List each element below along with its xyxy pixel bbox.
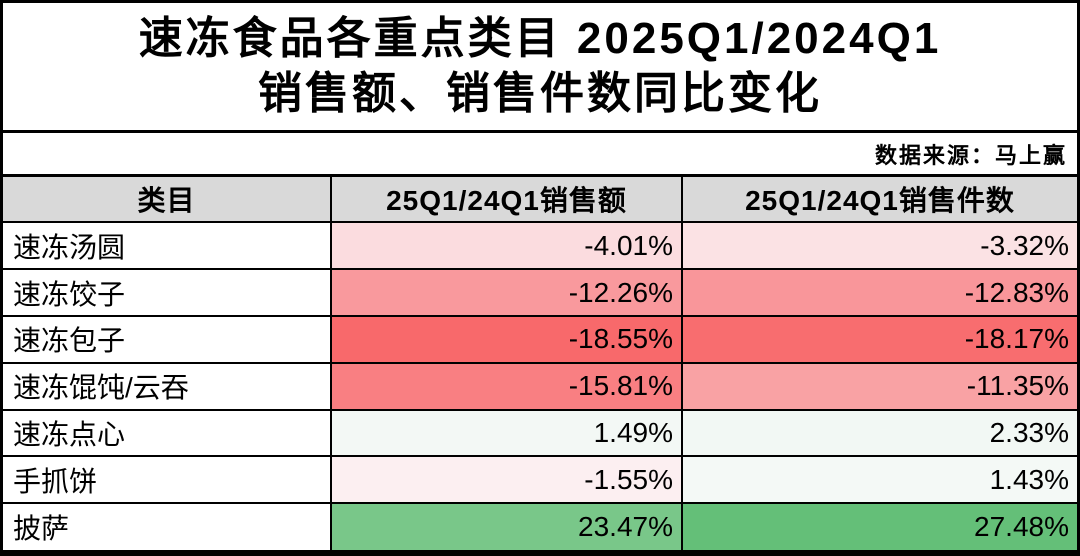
page-title-line2: 销售额、销售件数同比变化 (258, 68, 822, 118)
sales-value-cell: 23.47% (330, 502, 683, 550)
page-title-line1: 速冻食品各重点类目 2025Q1/2024Q1 (138, 14, 942, 64)
table-row: 速冻饺子 -12.26% -12.83% (3, 268, 1077, 317)
units-value-cell: 27.48% (681, 502, 1077, 550)
table-row: 速冻汤圆 -4.01% -3.32% (3, 221, 1077, 271)
sales-value-cell: -15.81% (330, 361, 683, 411)
table-row: 速冻点心 1.49% 2.33% (3, 408, 1077, 458)
data-source-note: 数据来源：马上赢 (874, 142, 1067, 168)
sales-value-cell: -4.01% (330, 221, 683, 271)
category-cell: 速冻汤圆 (3, 221, 332, 271)
category-cell: 速冻馄饨/云吞 (3, 361, 332, 411)
table-row: 披萨 23.47% 27.48% (3, 502, 1077, 550)
sales-value-cell: -1.55% (330, 455, 683, 505)
header-sales: 25Q1/24Q1销售额 (330, 174, 683, 224)
header-category: 类目 (3, 174, 332, 224)
category-cell: 速冻包子 (3, 314, 332, 364)
category-cell: 手抓饼 (3, 455, 332, 505)
category-cell: 披萨 (3, 502, 332, 550)
category-cell: 速冻点心 (3, 408, 332, 458)
units-value-cell: 2.33% (681, 408, 1077, 458)
category-comparison-table: 类目 25Q1/24Q1销售额 25Q1/24Q1销售件数 速冻汤圆 -4.01… (3, 174, 1077, 550)
units-value-cell: -12.83% (681, 268, 1077, 317)
table-row: 速冻包子 -18.55% -18.17% (3, 314, 1077, 364)
header-units: 25Q1/24Q1销售件数 (681, 174, 1077, 224)
sales-value-cell: -12.26% (330, 268, 683, 317)
units-value-cell: -18.17% (681, 314, 1077, 364)
units-value-cell: -3.32% (681, 221, 1077, 271)
table-row: 手抓饼 -1.55% 1.43% (3, 455, 1077, 505)
sales-value-cell: 1.49% (330, 408, 683, 458)
units-value-cell: -11.35% (681, 361, 1077, 411)
table-header-row: 类目 25Q1/24Q1销售额 25Q1/24Q1销售件数 (3, 174, 1077, 224)
sales-value-cell: -18.55% (330, 314, 683, 364)
category-cell: 速冻饺子 (3, 268, 332, 317)
title-block: 速冻食品各重点类目 2025Q1/2024Q1 销售额、销售件数同比变化 (3, 3, 1077, 133)
table-row: 速冻馄饨/云吞 -15.81% -11.35% (3, 361, 1077, 411)
units-value-cell: 1.43% (681, 455, 1077, 505)
